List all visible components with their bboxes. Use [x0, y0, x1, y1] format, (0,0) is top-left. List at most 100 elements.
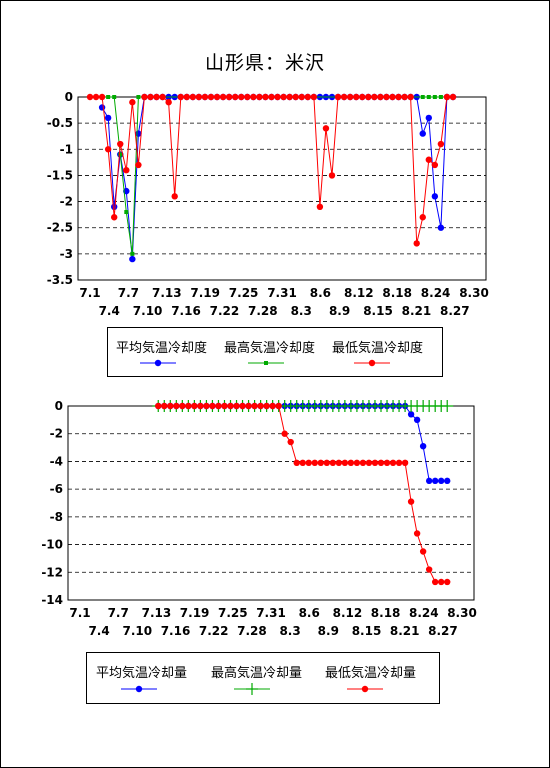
data-point — [425, 477, 433, 485]
data-point — [165, 99, 172, 106]
x-tick-label: 7.4 — [88, 624, 109, 638]
data-point — [232, 93, 239, 101]
y-tick-label: -12 — [41, 565, 63, 579]
data-point — [323, 459, 331, 467]
data-point — [233, 402, 240, 410]
data-point — [238, 93, 245, 101]
data-point — [92, 93, 100, 101]
legend-label-avg-amount: 平均気温冷却量 — [96, 666, 188, 681]
x-tick-label: 8.9 — [329, 304, 350, 318]
y-tick-label: -10 — [41, 538, 63, 552]
x-tick-label: 7.25 — [229, 286, 259, 300]
series-line — [90, 96, 453, 244]
data-point — [179, 402, 186, 410]
data-point — [328, 172, 336, 179]
legend-label-max: 最高気温冷却度 — [224, 341, 316, 356]
data-point — [177, 93, 184, 101]
x-tick-label: 7.1 — [79, 286, 100, 300]
data-point — [311, 459, 318, 467]
data-point — [431, 477, 439, 485]
data-point — [419, 548, 427, 555]
x-tick-label: 7.13 — [142, 606, 172, 620]
x-tick-label: 7.7 — [118, 286, 139, 300]
x-tick-label: 7.19 — [180, 606, 210, 620]
y-tick-label: -2.5 — [47, 221, 73, 235]
data-point — [341, 459, 349, 467]
data-point — [443, 93, 451, 101]
data-point — [263, 402, 270, 410]
x-tick-label: 8.9 — [318, 624, 339, 638]
data-point — [444, 578, 451, 586]
data-point — [159, 93, 166, 101]
x-tick-label: 7.28 — [237, 624, 267, 638]
legend-marker — [246, 683, 258, 695]
x-tick-label: 8.21 — [402, 304, 432, 318]
data-point — [280, 93, 287, 101]
x-tick-label: 7.7 — [108, 606, 129, 620]
x-tick-label: 7.25 — [218, 606, 248, 620]
data-point — [407, 93, 414, 101]
chart-cooling-amount: 0 -2 -4 -6 -8 -10 -12 -14 7.1 7.7 7.13 7.19 7.25 7.31… — [41, 399, 476, 638]
x-tick-label: 7.28 — [248, 304, 278, 318]
x-tick-label: 8.6 — [299, 606, 320, 620]
data-point — [371, 459, 379, 467]
y-tick-label: -2 — [60, 195, 73, 209]
data-point — [203, 402, 210, 410]
data-point — [438, 578, 445, 586]
data-point — [123, 167, 130, 174]
series-line — [101, 96, 453, 260]
data-point — [431, 578, 439, 586]
y-tick-label: 0 — [65, 90, 73, 104]
x-tick-label: 7.22 — [210, 304, 240, 318]
data-point — [438, 95, 443, 99]
data-point — [444, 477, 451, 485]
data-point — [221, 402, 228, 410]
data-point — [268, 93, 275, 101]
data-point — [207, 93, 215, 101]
data-point — [299, 459, 306, 467]
data-point — [201, 93, 209, 101]
data-point — [286, 93, 293, 101]
data-point — [173, 402, 180, 410]
data-point — [395, 93, 402, 101]
data-point — [197, 402, 204, 410]
data-point — [153, 93, 160, 101]
data-point — [359, 459, 367, 467]
data-point — [227, 402, 234, 410]
data-point — [401, 459, 409, 467]
data-point — [136, 95, 141, 99]
x-tick-label: 7.13 — [152, 286, 182, 300]
data-point — [340, 93, 348, 101]
data-point — [209, 402, 216, 410]
data-point — [389, 93, 396, 101]
data-point — [215, 402, 222, 410]
data-point — [431, 161, 439, 169]
x-tick-label: 7.4 — [99, 304, 120, 318]
data-point — [185, 402, 192, 410]
data-point — [269, 402, 276, 410]
data-point — [441, 400, 454, 412]
data-point — [293, 459, 300, 467]
y-tick-label: -3.5 — [47, 273, 73, 287]
x-tick-label: 7.22 — [199, 624, 229, 638]
data-point — [191, 402, 198, 410]
data-point — [171, 193, 178, 200]
y-tick-label: -8 — [50, 510, 63, 524]
series-line — [158, 405, 448, 583]
x-tick-label: 7.16 — [171, 304, 201, 318]
data-point — [281, 430, 288, 437]
data-point — [425, 114, 432, 122]
data-point — [322, 125, 330, 132]
x-tick-label: 8.12 — [333, 606, 363, 620]
y-tick-label: -1 — [60, 142, 73, 156]
data-point — [419, 442, 427, 450]
data-point — [413, 240, 420, 247]
data-point — [347, 459, 355, 467]
data-point — [256, 93, 263, 101]
data-point — [292, 93, 299, 101]
data-point — [262, 93, 269, 101]
x-tick-label: 7.1 — [69, 606, 90, 620]
data-point — [155, 402, 162, 410]
data-point — [106, 95, 111, 99]
x-tick-label: 8.18 — [371, 606, 401, 620]
